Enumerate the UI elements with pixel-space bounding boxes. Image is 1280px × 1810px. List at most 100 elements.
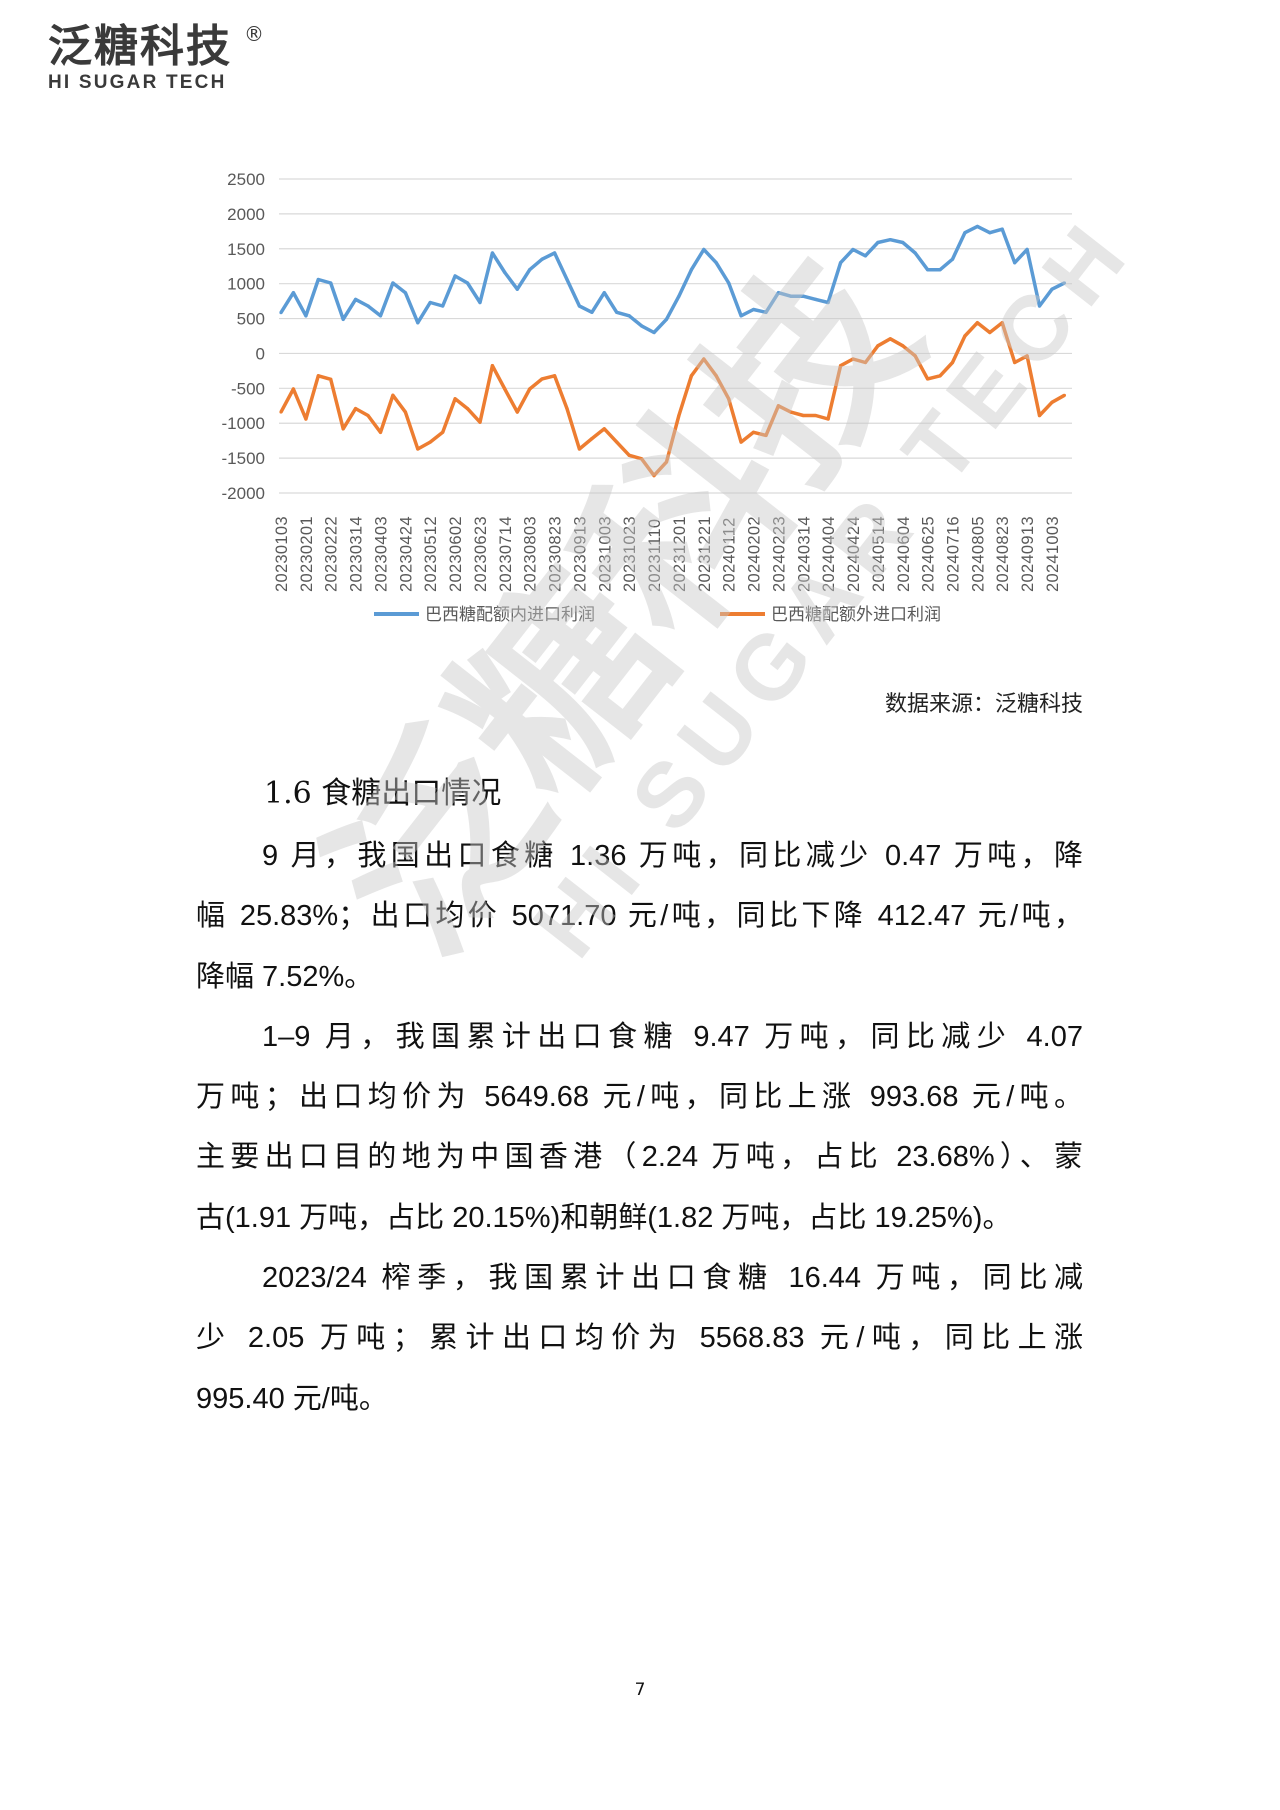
data-point xyxy=(1037,304,1042,308)
paragraph-line: 少 2.05 万吨；累计出口均价为 5568.83 元/吨，同比上涨 xyxy=(196,1322,1083,1355)
data-point xyxy=(627,453,631,457)
data-point xyxy=(465,406,470,411)
y-tick-label: -1000 xyxy=(222,414,265,433)
series-line-2 xyxy=(279,320,1066,478)
x-tick-label: 20240805 xyxy=(969,516,987,592)
y-tick-label: 1000 xyxy=(227,275,265,294)
data-point xyxy=(391,281,395,285)
data-point xyxy=(876,240,880,245)
y-tick-label: -1500 xyxy=(222,449,265,468)
y-tick-label: 500 xyxy=(237,310,265,329)
data-point xyxy=(403,410,407,414)
data-point xyxy=(503,387,507,391)
data-point xyxy=(478,300,482,305)
data-point xyxy=(552,374,557,378)
data-point xyxy=(826,417,830,421)
data-point xyxy=(751,430,756,434)
x-tick-label: 20240913 xyxy=(1019,516,1037,592)
data-point xyxy=(428,440,432,444)
data-point xyxy=(540,257,544,261)
data-point xyxy=(652,473,656,478)
data-point xyxy=(515,287,519,291)
data-point xyxy=(291,387,296,391)
data-point xyxy=(354,406,358,411)
paragraph: 2023/24 榨季，我国累计出口食糖 16.44 万吨，同比减少 2.05 万… xyxy=(196,1248,1083,1429)
data-point xyxy=(938,268,942,272)
x-tick-label: 20231003 xyxy=(596,516,614,592)
data-point xyxy=(913,251,917,255)
data-point xyxy=(490,364,494,368)
data-point xyxy=(1037,413,1042,418)
data-point xyxy=(565,406,569,411)
legend-label: 巴西糖配额外进口利润 xyxy=(771,605,941,625)
data-point xyxy=(329,377,333,381)
data-point xyxy=(279,311,283,315)
data-point xyxy=(403,291,407,295)
x-tick-label: 20231023 xyxy=(621,516,639,592)
x-tick-label: 20230623 xyxy=(472,516,490,592)
x-tick-label: 20240424 xyxy=(845,516,863,592)
data-point xyxy=(552,251,557,255)
data-point xyxy=(988,330,992,335)
data-point xyxy=(926,377,930,381)
data-point xyxy=(1013,360,1017,365)
data-point xyxy=(615,440,619,444)
x-tick-label: 20240604 xyxy=(895,516,913,592)
x-tick-label: 20230913 xyxy=(571,516,589,592)
data-point xyxy=(627,314,631,318)
data-point xyxy=(801,413,805,418)
data-point xyxy=(963,231,967,235)
data-point xyxy=(366,413,370,418)
data-point xyxy=(478,420,482,424)
data-point xyxy=(428,300,432,305)
data-point xyxy=(801,294,805,298)
data-point xyxy=(279,410,283,414)
data-point xyxy=(540,377,544,381)
x-tick-label: 20230103 xyxy=(273,516,291,592)
data-point xyxy=(341,317,345,321)
data-point xyxy=(652,330,656,335)
data-point xyxy=(602,291,606,295)
data-point xyxy=(913,354,917,358)
y-tick-label: -500 xyxy=(231,379,265,398)
data-point xyxy=(814,297,818,301)
data-point xyxy=(751,307,756,312)
x-tick-label: 20240112 xyxy=(721,517,739,592)
x-tick-label: 20241003 xyxy=(1044,516,1062,592)
data-point xyxy=(689,268,693,272)
data-point xyxy=(702,247,706,252)
x-tick-label: 20230424 xyxy=(397,516,415,592)
data-point xyxy=(1000,321,1004,325)
data-point xyxy=(640,324,644,328)
data-point xyxy=(316,277,320,282)
data-point xyxy=(689,374,693,378)
data-point xyxy=(577,304,582,308)
data-point xyxy=(988,231,992,235)
data-point xyxy=(366,304,370,308)
data-point xyxy=(441,304,445,308)
data-point xyxy=(901,344,905,348)
data-point xyxy=(739,314,743,318)
registered-mark: ® xyxy=(244,22,264,46)
x-tick-label: 20240716 xyxy=(944,516,962,592)
data-point xyxy=(590,310,594,314)
data-point xyxy=(1025,247,1029,252)
x-tick-label: 20230714 xyxy=(497,516,515,592)
data-point xyxy=(888,238,892,242)
data-point xyxy=(565,277,569,282)
x-tick-label: 20230403 xyxy=(372,516,390,592)
data-point xyxy=(304,314,308,318)
paragraph-line: 幅 25.83%；出口均价 5071.70 元/吨，同比下降 412.47 元/… xyxy=(196,900,1083,933)
data-point xyxy=(950,360,955,365)
series-line-1 xyxy=(279,224,1066,335)
data-point xyxy=(739,440,743,444)
data-point xyxy=(664,460,669,464)
data-point xyxy=(391,393,395,397)
data-point xyxy=(291,291,296,295)
data-point xyxy=(714,374,718,378)
paragraph-line: 995.40 元/吨。 xyxy=(196,1382,388,1415)
data-point xyxy=(851,357,855,361)
data-point xyxy=(354,297,358,301)
paragraph: 1–9 月，我国累计出口食糖 9.47 万吨，同比减少 4.07 万吨；出口均价为… xyxy=(196,1007,1083,1248)
data-point xyxy=(378,430,383,434)
